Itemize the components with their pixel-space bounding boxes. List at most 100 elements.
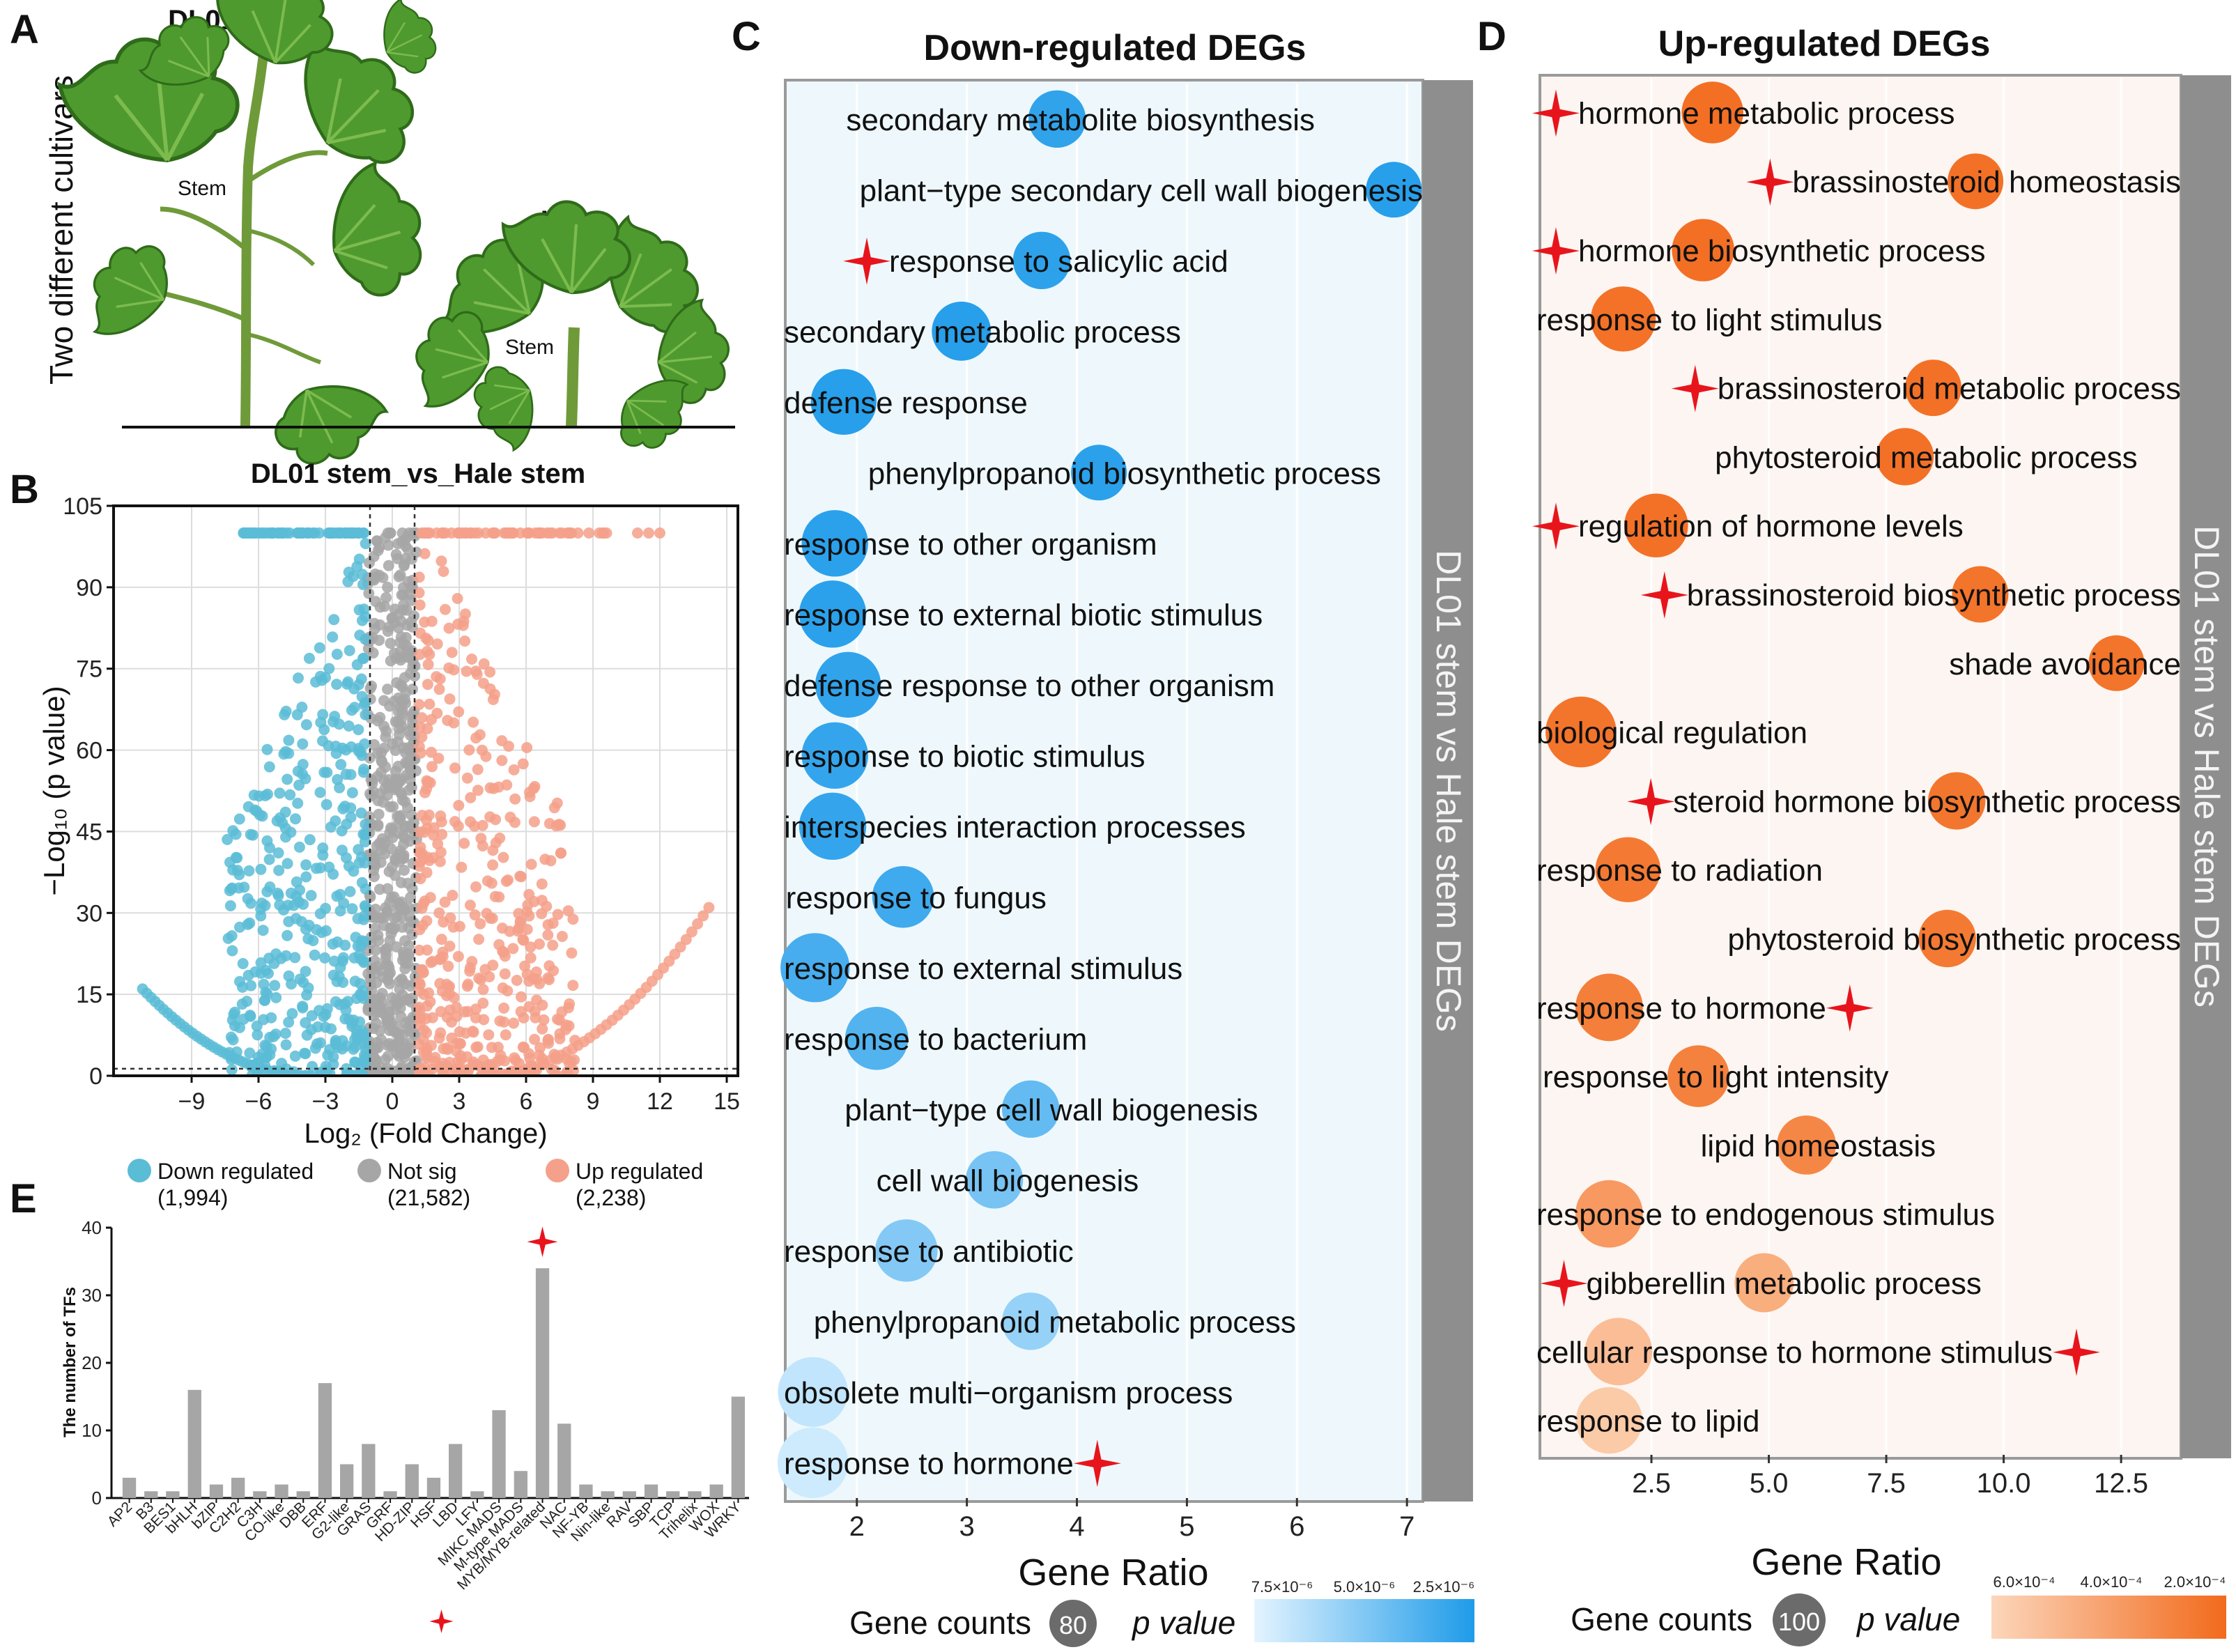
volcano-point-up bbox=[496, 755, 508, 766]
volcano-point-not-sig bbox=[364, 557, 375, 569]
volcano-point-up bbox=[500, 1029, 511, 1041]
volcano-point-down bbox=[224, 856, 236, 868]
volcano-point-down bbox=[348, 702, 360, 713]
volcano-point-down bbox=[222, 932, 234, 944]
volcano-point-up bbox=[477, 677, 489, 689]
volcano-point-up bbox=[448, 664, 460, 676]
volcano-point-down bbox=[248, 789, 260, 801]
volcano-point-up bbox=[521, 923, 533, 935]
volcano-legend-count: (2,238) bbox=[576, 1185, 646, 1210]
volcano-point-up bbox=[415, 721, 426, 733]
up-term-label: lipid homeostasis bbox=[1701, 1129, 1936, 1163]
down-term-label: response to salicylic acid bbox=[889, 245, 1228, 279]
volcano-point-up bbox=[421, 1046, 433, 1058]
bar-y-tick-label: 10 bbox=[82, 1420, 102, 1441]
volcano-point-up bbox=[554, 1028, 566, 1040]
up-term-dot bbox=[1777, 1116, 1836, 1175]
volcano-point-down bbox=[348, 865, 360, 877]
volcano-point-down bbox=[327, 631, 339, 643]
volcano-point-not-sig bbox=[398, 853, 409, 865]
volcano-point-not-sig bbox=[397, 742, 409, 754]
up-term-label: phytosteroid biosynthetic process bbox=[1727, 923, 2181, 957]
volcano-point-up bbox=[476, 744, 488, 756]
volcano-point-up bbox=[439, 896, 451, 908]
volcano-point-up bbox=[536, 908, 548, 920]
volcano-point-down bbox=[277, 527, 288, 539]
volcano-point-not-sig bbox=[394, 646, 406, 658]
volcano-point-up bbox=[511, 975, 523, 986]
volcano-point-not-sig bbox=[386, 922, 398, 934]
tf-bar-bzip bbox=[209, 1484, 224, 1498]
volcano-point-up bbox=[692, 918, 704, 929]
volcano-point-down bbox=[224, 885, 236, 897]
volcano-point-not-sig bbox=[395, 715, 407, 727]
volcano-point-down bbox=[226, 1064, 238, 1076]
bar-y-tick-label: 30 bbox=[82, 1285, 102, 1306]
volcano-y-tick-label: 0 bbox=[89, 1063, 102, 1090]
volcano-point-down bbox=[290, 913, 302, 925]
volcano-point-down bbox=[247, 829, 259, 841]
highlight-star-icon bbox=[527, 1226, 558, 1258]
down-term-label: plant−type cell wall biogenesis bbox=[845, 1093, 1258, 1127]
up-dotplot-strip bbox=[2181, 75, 2231, 1458]
volcano-point-up bbox=[525, 858, 537, 870]
up-term-label: response to lipid bbox=[1536, 1405, 1759, 1439]
volcano-point-up bbox=[495, 1049, 507, 1061]
volcano-point-up bbox=[547, 939, 559, 951]
volcano-point-down bbox=[310, 676, 322, 688]
volcano-point-down bbox=[283, 1017, 295, 1028]
volcano-point-up bbox=[470, 881, 481, 893]
volcano-point-not-sig bbox=[381, 789, 393, 801]
volcano-y-tick-label: 60 bbox=[76, 738, 102, 764]
volcano-point-up bbox=[524, 1052, 536, 1064]
up-size-legend-dot bbox=[1773, 1593, 1826, 1646]
panel-label-e: E bbox=[10, 1176, 37, 1221]
up-term-label: brassinosteroid homeostasis bbox=[1792, 165, 2181, 199]
volcano-point-not-sig bbox=[396, 536, 408, 548]
volcano-point-up bbox=[536, 878, 548, 890]
volcano-point-down bbox=[230, 828, 242, 840]
tf-bar-nin-like bbox=[601, 1491, 615, 1498]
down-term-dot bbox=[799, 792, 867, 860]
panel-a: A DL01 Hale Two different cultivars Stem bbox=[10, 0, 739, 484]
volcano-point-not-sig bbox=[405, 729, 417, 741]
volcano-point-not-sig bbox=[363, 587, 375, 599]
panel-label-b: B bbox=[10, 467, 39, 512]
down-term-label: defense response to other organism bbox=[784, 669, 1274, 703]
volcano-point-not-sig bbox=[403, 835, 415, 847]
volcano-point-up bbox=[545, 855, 557, 867]
red-star-icon bbox=[1532, 502, 1580, 550]
down-term-dot bbox=[875, 1219, 938, 1282]
bar-y-tick-label: 20 bbox=[82, 1352, 102, 1373]
volcano-point-down bbox=[309, 527, 321, 539]
volcano-point-down bbox=[278, 748, 290, 760]
volcano-point-up bbox=[503, 741, 514, 752]
down-term-dot bbox=[872, 866, 934, 928]
down-x-tick-label: 4 bbox=[1069, 1511, 1084, 1542]
volcano-point-not-sig bbox=[391, 777, 403, 789]
red-star-icon bbox=[1532, 227, 1580, 275]
volcano-point-up bbox=[643, 527, 654, 539]
volcano-point-up bbox=[452, 593, 463, 604]
tf-bar-c2h2 bbox=[231, 1477, 245, 1498]
volcano-point-not-sig bbox=[391, 911, 403, 923]
up-term-dot bbox=[1624, 493, 1688, 557]
volcano-point-down bbox=[291, 527, 303, 539]
volcano-point-up bbox=[452, 950, 464, 962]
volcano-point-down bbox=[344, 886, 356, 897]
volcano-point-down bbox=[357, 992, 369, 1004]
volcano-point-down bbox=[280, 950, 292, 962]
volcano-point-down bbox=[300, 719, 312, 731]
volcano-point-up bbox=[413, 944, 425, 956]
two-cultivars-side-label: Two different cultivars bbox=[43, 75, 79, 385]
volcano-point-down bbox=[262, 788, 273, 800]
down-term-label: response to antibiotic bbox=[784, 1235, 1074, 1269]
volcano-point-up bbox=[470, 732, 482, 744]
volcano-point-down bbox=[311, 863, 322, 874]
up-term-dot bbox=[1918, 909, 1976, 968]
volcano-point-down bbox=[304, 652, 315, 664]
volcano-point-up bbox=[509, 817, 521, 828]
volcano-point-down bbox=[226, 945, 238, 957]
volcano-point-down bbox=[331, 649, 343, 660]
down-term-label: phenylpropanoid metabolic process bbox=[814, 1305, 1296, 1339]
